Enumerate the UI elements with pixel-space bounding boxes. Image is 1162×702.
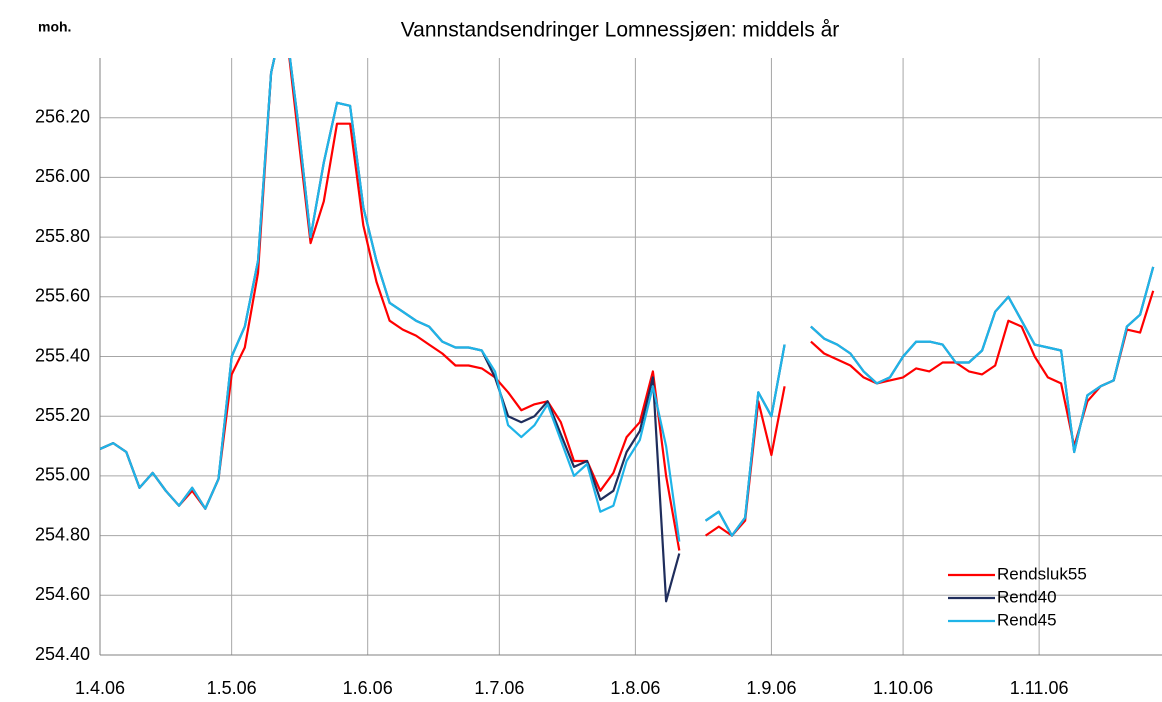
legend-label: Rend45 bbox=[997, 610, 1057, 629]
y-axis-label: moh. bbox=[38, 19, 71, 35]
legend-label: Rend40 bbox=[997, 587, 1057, 606]
y-tick-label: 256.00 bbox=[35, 166, 90, 186]
x-tick-label: 1.7.06 bbox=[474, 678, 524, 698]
plot-area bbox=[100, 58, 1155, 603]
y-tick-label: 254.60 bbox=[35, 584, 90, 604]
series-line bbox=[100, 58, 1155, 542]
y-tick-label: 256.20 bbox=[35, 106, 90, 126]
x-tick-label: 1.9.06 bbox=[746, 678, 796, 698]
y-tick-label: 255.40 bbox=[35, 345, 90, 365]
series-line bbox=[100, 58, 1155, 603]
legend-label: Rendsluk55 bbox=[997, 564, 1087, 583]
x-tick-label: 1.8.06 bbox=[610, 678, 660, 698]
y-tick-label: 255.80 bbox=[35, 226, 90, 246]
x-tick-label: 1.6.06 bbox=[343, 678, 393, 698]
x-tick-label: 1.4.06 bbox=[75, 678, 125, 698]
y-tick-label: 255.00 bbox=[35, 465, 90, 485]
y-tick-label: 254.40 bbox=[35, 644, 90, 664]
x-tick-label: 1.11.06 bbox=[1010, 678, 1069, 698]
y-tick-label: 254.80 bbox=[35, 524, 90, 544]
series-line bbox=[100, 58, 1155, 551]
y-tick-label: 255.60 bbox=[35, 286, 90, 306]
x-tick-label: 1.10.06 bbox=[873, 678, 933, 698]
chart-title: Vannstandsendringer Lomnessjøen: middels… bbox=[401, 19, 840, 42]
x-tick-label: 1.5.06 bbox=[207, 678, 257, 698]
y-tick-label: 255.20 bbox=[35, 405, 90, 425]
